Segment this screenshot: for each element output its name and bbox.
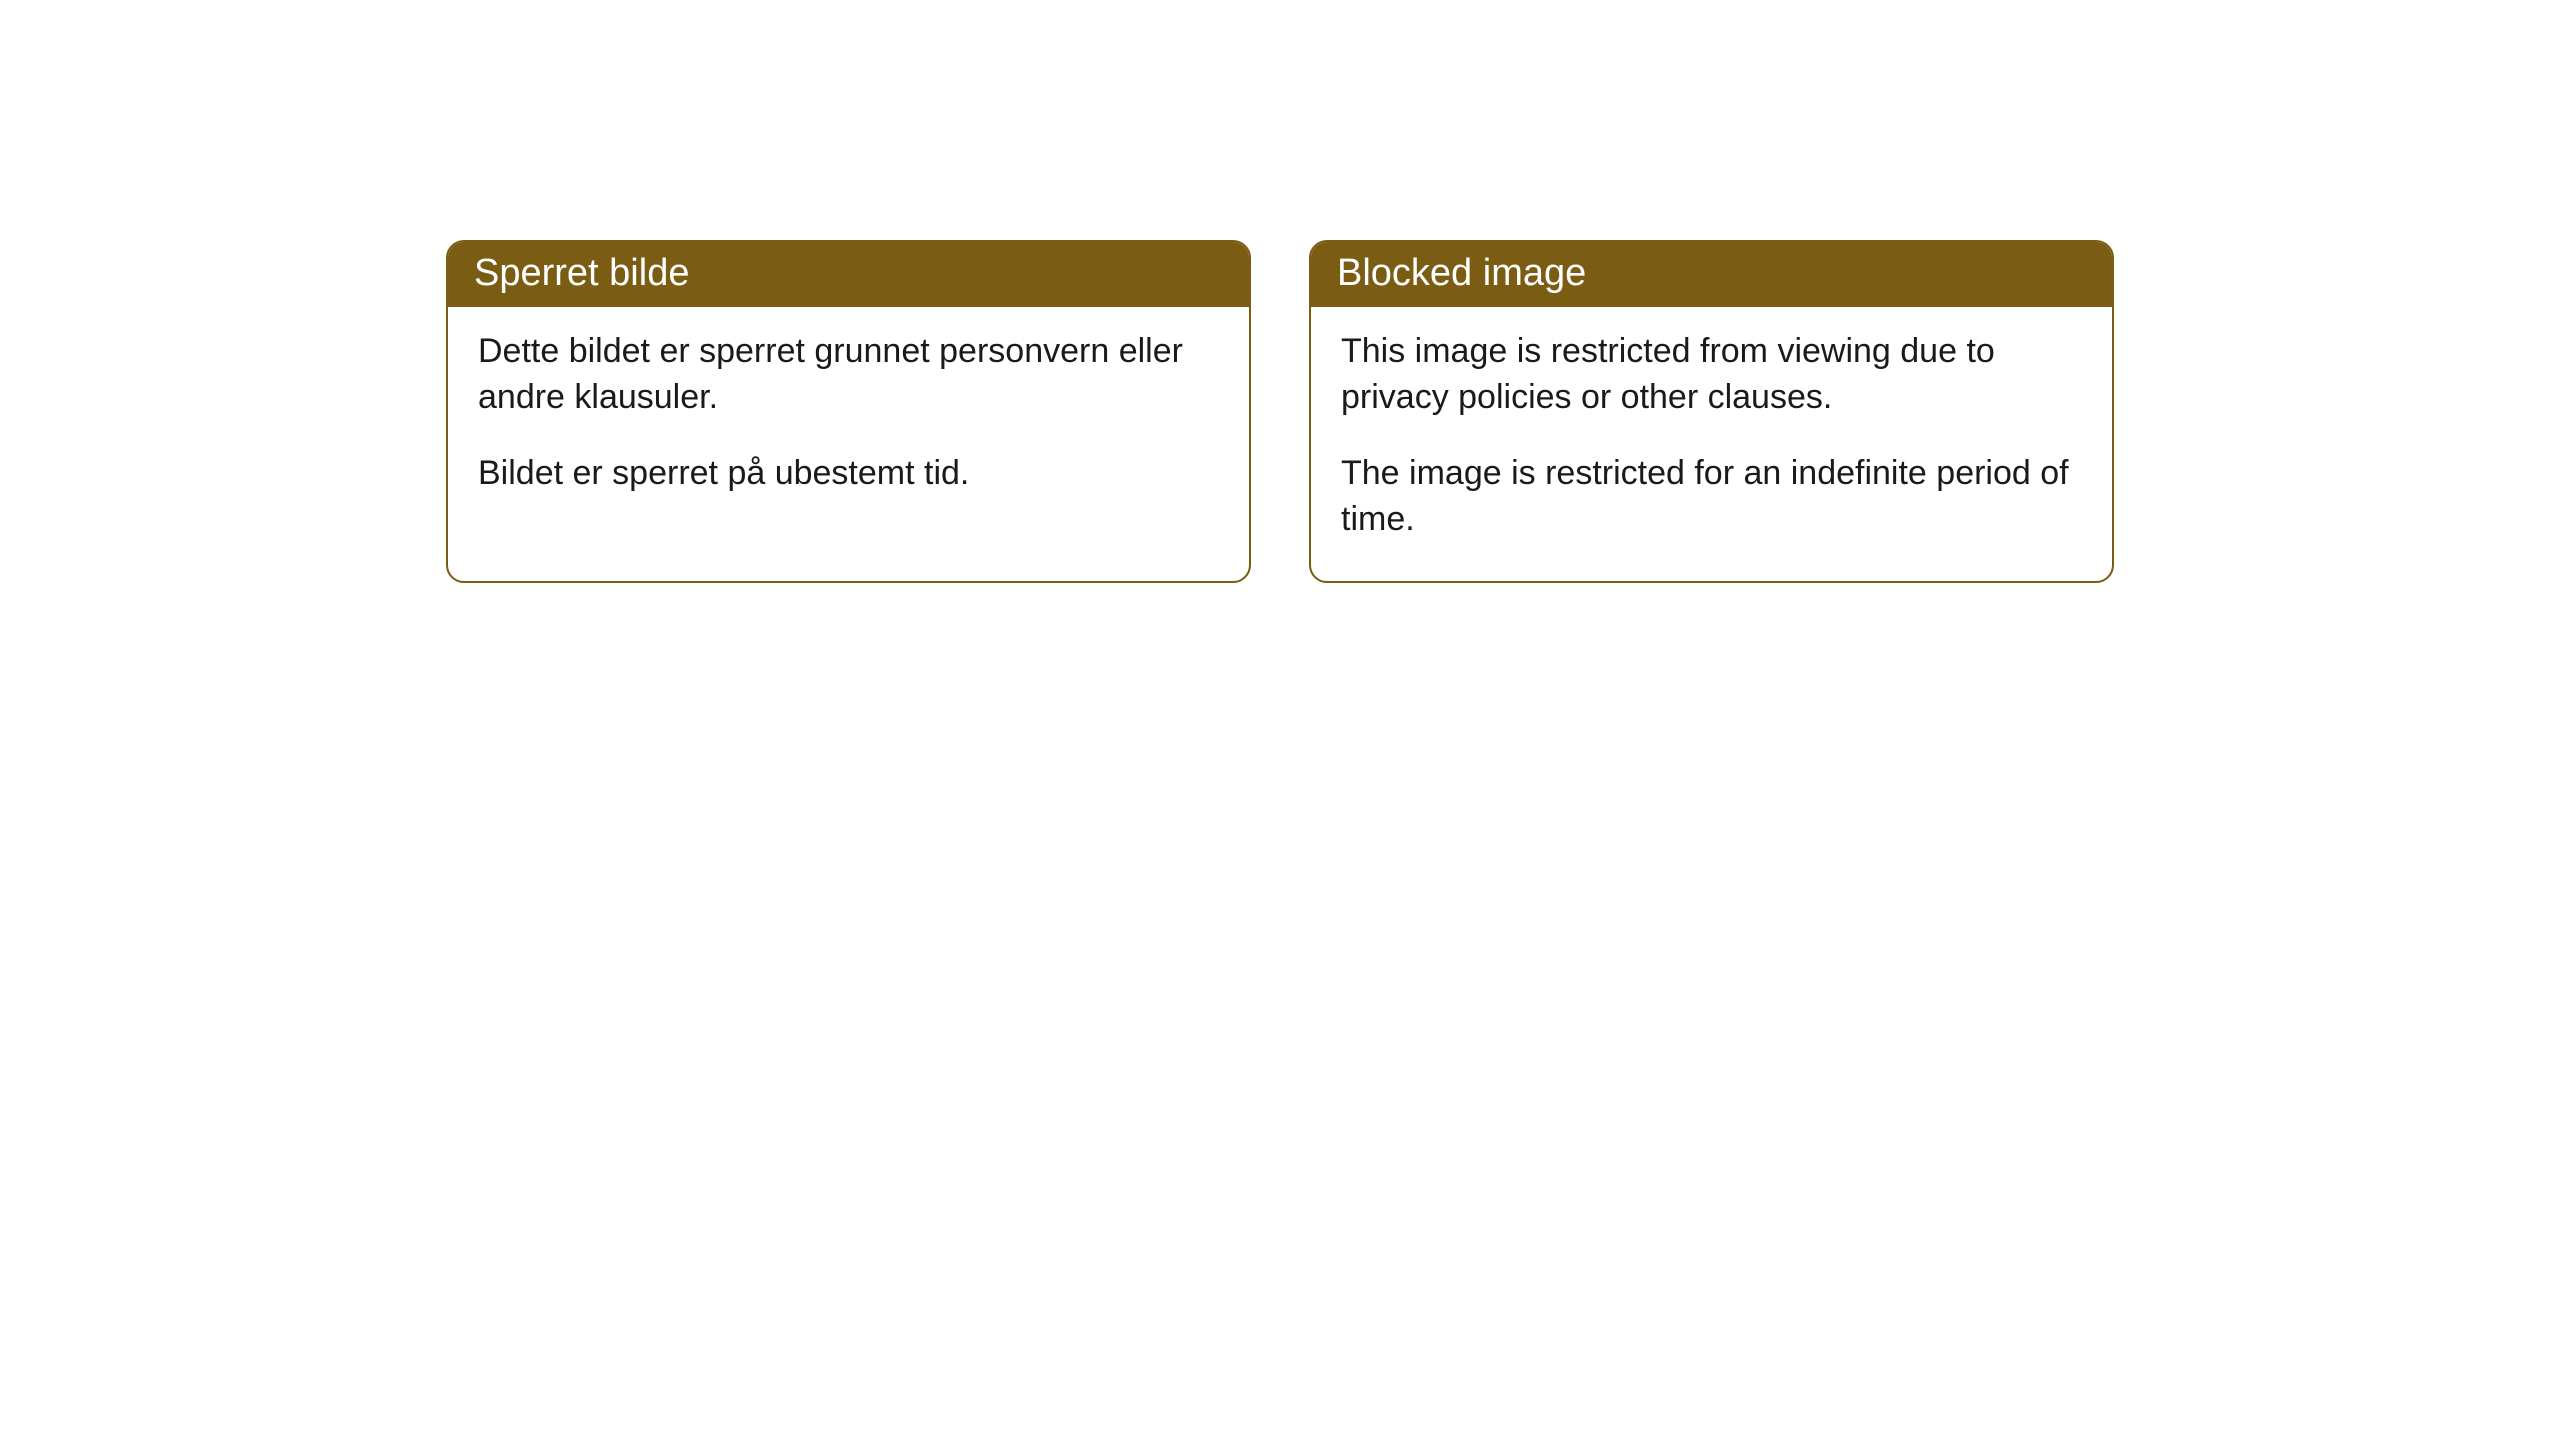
- blocked-image-card-en: Blocked image This image is restricted f…: [1309, 240, 2114, 583]
- blocked-image-card-no: Sperret bilde Dette bildet er sperret gr…: [446, 240, 1251, 583]
- card-paragraph-1: This image is restricted from viewing du…: [1341, 329, 2082, 421]
- card-paragraph-2: Bildet er sperret på ubestemt tid.: [478, 451, 1219, 497]
- card-body: This image is restricted from viewing du…: [1311, 307, 2112, 581]
- card-container: Sperret bilde Dette bildet er sperret gr…: [0, 0, 2560, 583]
- card-paragraph-1: Dette bildet er sperret grunnet personve…: [478, 329, 1219, 421]
- card-header: Sperret bilde: [448, 242, 1249, 307]
- card-header: Blocked image: [1311, 242, 2112, 307]
- card-paragraph-2: The image is restricted for an indefinit…: [1341, 451, 2082, 543]
- card-body: Dette bildet er sperret grunnet personve…: [448, 307, 1249, 535]
